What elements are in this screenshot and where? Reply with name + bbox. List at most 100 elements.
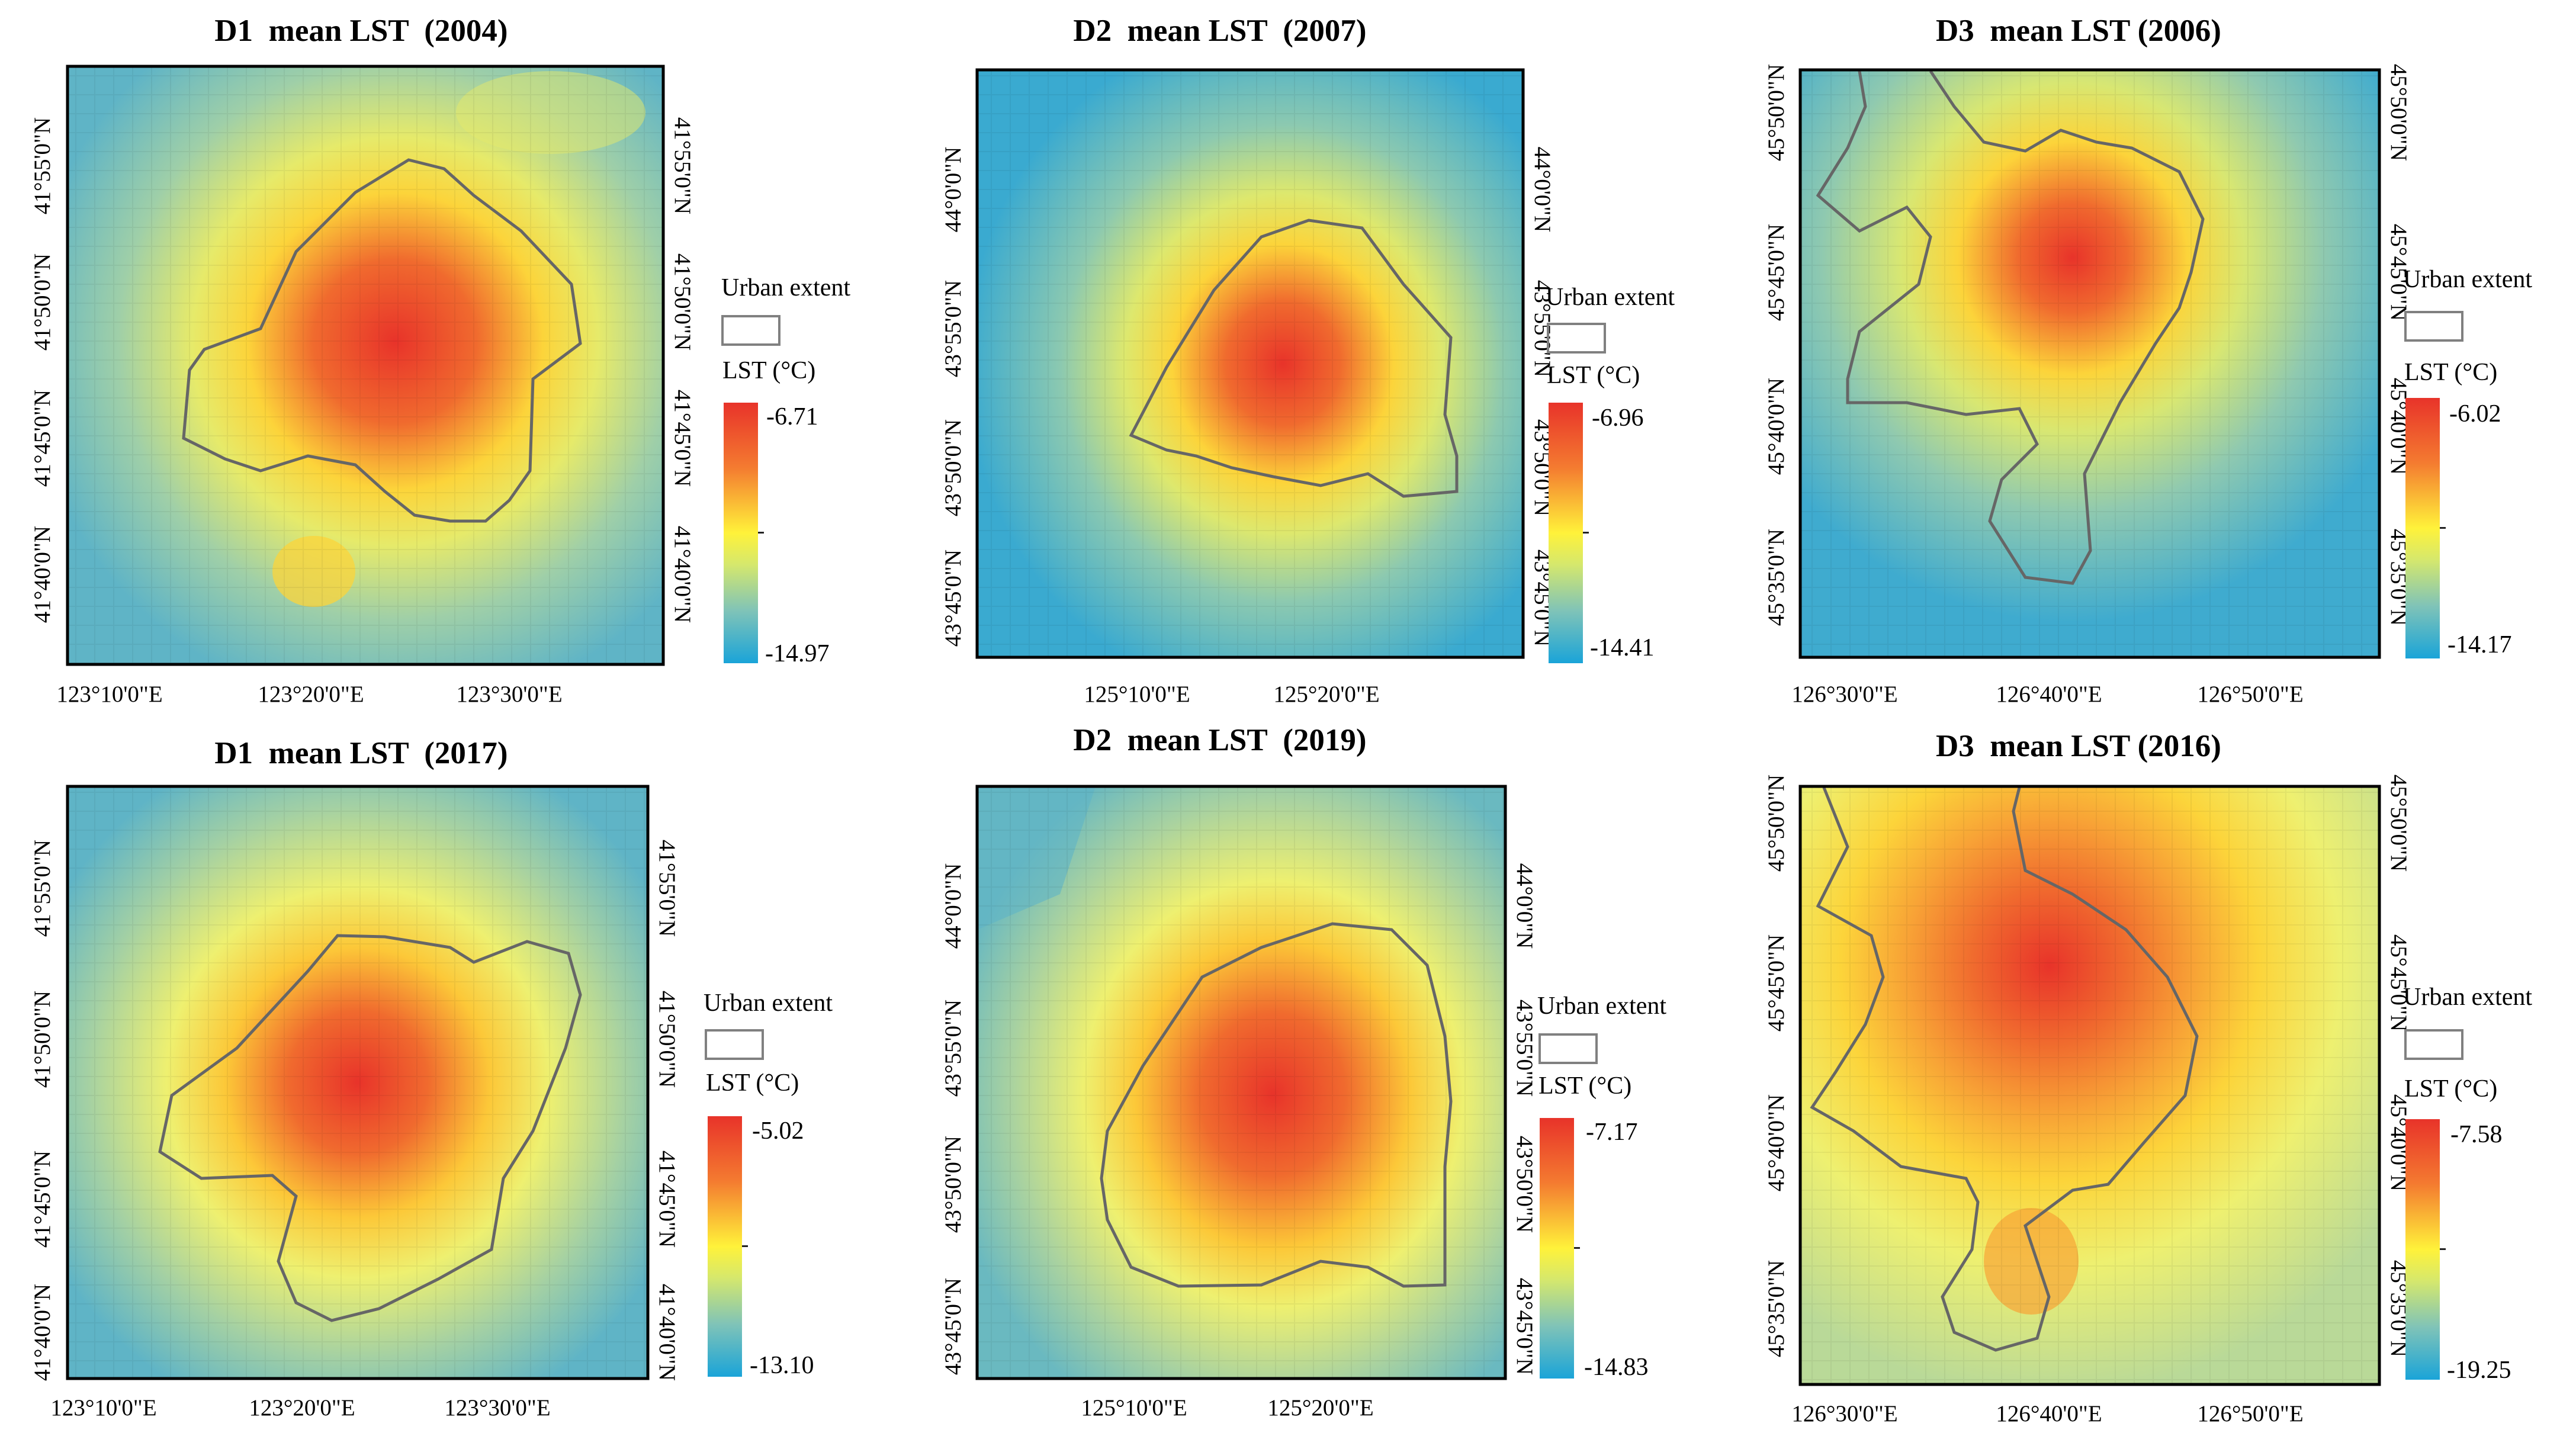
map-d1-2004: 41°55'0"N 41°50'0"N 41°45'0"N 41°40'0"N … <box>30 65 695 707</box>
map-frame <box>1798 785 2381 1386</box>
map-frame <box>975 785 1507 1380</box>
lon-axis: 125°10'0"E 125°20'0"E <box>1081 1395 1373 1421</box>
lst-min-label: -14.83 <box>1584 1354 1649 1381</box>
colorbar <box>2405 1119 2440 1380</box>
lon-tick: 126°30'0"E <box>1791 1401 1897 1426</box>
colorbar <box>708 1116 742 1377</box>
lst-unit-label: LST (°C) <box>2404 1075 2498 1103</box>
lon-tick: 123°10'0"E <box>56 682 162 707</box>
lat-tick: 44°0'0"N <box>940 863 966 949</box>
lst-max-label: -6.71 <box>766 403 818 430</box>
lat-tick: 43°45'0"N <box>1512 1278 1537 1375</box>
lon-tick: 126°30'0"E <box>1791 682 1897 707</box>
lat-tick: 45°35'0"N <box>1764 529 1789 626</box>
lat-tick: 41°45'0"N <box>30 1151 55 1248</box>
map-frame <box>66 785 650 1380</box>
lat-tick: 41°55'0"N <box>654 840 680 937</box>
urban-extent-swatch <box>1547 323 1606 354</box>
lat-tick: 43°50'0"N <box>940 1136 966 1233</box>
map-frame <box>1798 68 2381 659</box>
urban-extent-label: Urban extent <box>1537 992 1667 1020</box>
map-d3-2016: 45°50'0"N 45°45'0"N 45°40'0"N 45°35'0"N … <box>1764 775 2411 1426</box>
urban-extent-swatch <box>2404 311 2463 342</box>
lst-min-label: -19.25 <box>2447 1357 2511 1384</box>
urban-extent-outline <box>1129 219 1459 498</box>
lst-unit-label: LST (°C) <box>722 357 816 384</box>
lat-axis-left: 45°50'0"N 45°45'0"N 45°40'0"N 45°35'0"N <box>1764 64 1789 626</box>
lon-tick: 125°10'0"E <box>1081 1395 1187 1421</box>
lst-max-label: -6.02 <box>2449 400 2501 428</box>
lat-tick: 43°50'0"N <box>1512 1136 1537 1233</box>
colorbar <box>2405 398 2440 658</box>
panel-title: D2 mean LST (2007) <box>1073 14 1367 48</box>
lst-unit-label: LST (°C) <box>1547 362 1640 389</box>
urban-extent-swatch <box>705 1029 764 1060</box>
lat-tick: 41°40'0"N <box>30 1284 55 1381</box>
panel-d2-2019: D2 mean LST (2019) 44°0'0"N 43°55'0"N 43… <box>859 716 1717 1433</box>
lon-tick: 126°40'0"E <box>1996 682 2102 707</box>
panel-d3-2016: D3 mean LST (2016) 45°50'0"N 45°45'0"N 4… <box>1717 716 2576 1433</box>
lon-tick: 123°30'0"E <box>456 682 562 707</box>
lat-axis-right: 41°55'0"N 41°50'0"N 41°45'0"N 41°40'0"N <box>670 117 695 623</box>
urban-extent-swatch <box>1538 1033 1598 1064</box>
map-d3-2006: 45°50'0"N 45°45'0"N 45°40'0"N 45°35'0"N … <box>1764 64 2411 707</box>
lat-tick: 44°0'0"N <box>1530 147 1555 233</box>
lat-axis-left: 45°50'0"N 45°45'0"N 45°40'0"N 45°35'0"N <box>1764 775 1789 1357</box>
panel-title: D1 mean LST (2004) <box>214 14 508 48</box>
urban-extent-swatch <box>2404 1029 2463 1060</box>
lat-tick: 43°55'0"N <box>940 1000 966 1097</box>
map-frame <box>66 65 665 666</box>
lat-tick: 41°50'0"N <box>30 253 55 351</box>
lat-tick: 41°45'0"N <box>654 1151 680 1248</box>
lst-max-label: -6.96 <box>1592 404 1644 432</box>
colorbar <box>724 403 758 663</box>
lst-min-label: -14.41 <box>1590 634 1655 661</box>
lat-tick: 45°45'0"N <box>2386 934 2411 1032</box>
lat-tick: 43°55'0"N <box>1530 280 1555 377</box>
lat-tick: 41°55'0"N <box>30 840 55 937</box>
lat-tick: 44°0'0"N <box>1512 863 1537 949</box>
urban-extent-outline <box>1816 70 2205 585</box>
lat-axis-left: 44°0'0"N 43°55'0"N 43°50'0"N 43°45'0"N <box>940 147 966 647</box>
lat-tick: 43°45'0"N <box>940 550 966 647</box>
panel-title: D2 mean LST (2019) <box>1073 723 1367 757</box>
panel-d2-2007: D2 mean LST (2007) 44°0'0"N 43°55'0"N 43… <box>859 0 1717 716</box>
lat-tick: 41°55'0"N <box>30 117 55 214</box>
urban-extent-label: Urban extent <box>2403 984 2533 1011</box>
lon-tick: 125°20'0"E <box>1273 682 1379 707</box>
urban-extent-outline <box>158 934 582 1322</box>
lat-tick: 41°45'0"N <box>670 390 695 487</box>
panel-d1-2017: D1 mean LST (2017) 41°55'0"N 41°50'0"N 4… <box>0 716 859 1433</box>
lon-tick: 126°40'0"E <box>1996 1401 2102 1426</box>
lat-tick: 41°40'0"N <box>670 526 695 623</box>
lat-axis-left: 41°55'0"N 41°50'0"N 41°45'0"N 41°40'0"N <box>30 840 55 1381</box>
panel-title: D3 mean LST (2006) <box>1936 14 2221 48</box>
lon-axis: 126°30'0"E 126°40'0"E 126°50'0"E <box>1791 1401 2303 1426</box>
lst-unit-label: LST (°C) <box>2404 359 2498 386</box>
colorbar <box>1549 403 1583 663</box>
lat-tick: 45°40'0"N <box>1764 1094 1789 1191</box>
lon-tick: 126°50'0"E <box>2197 682 2303 707</box>
lat-tick: 45°40'0"N <box>1764 378 1789 475</box>
lat-tick: 43°55'0"N <box>940 280 966 377</box>
map-d2-2019: 44°0'0"N 43°55'0"N 43°50'0"N 43°45'0"N 4… <box>940 785 1537 1421</box>
colorbar <box>1540 1118 1574 1379</box>
lat-tick: 44°0'0"N <box>940 147 966 233</box>
lst-unit-label: LST (°C) <box>706 1069 799 1097</box>
urban-extent-label: Urban extent <box>2403 266 2533 293</box>
panel-d1-2004: D1 mean LST (2004) 41°55'0"N 41°50 <box>0 0 859 716</box>
lst-max-label: -7.17 <box>1586 1119 1638 1146</box>
urban-extent-label: Urban extent <box>721 274 851 301</box>
lat-tick: 43°55'0"N <box>1512 1000 1537 1097</box>
lat-axis-left: 41°55'0"N 41°50'0"N 41°45'0"N 41°40'0"N <box>30 117 55 623</box>
lon-tick: 125°10'0"E <box>1084 682 1190 707</box>
lon-axis: 126°30'0"E 126°40'0"E 126°50'0"E <box>1791 682 2303 707</box>
lat-tick: 41°40'0"N <box>30 526 55 623</box>
lat-tick: 41°50'0"N <box>30 991 55 1088</box>
lst-min-label: -14.17 <box>2447 631 2512 658</box>
lon-axis: 123°10'0"E 123°20'0"E 123°30'0"E <box>50 1395 550 1421</box>
lat-tick: 41°45'0"N <box>30 390 55 487</box>
urban-extent-label: Urban extent <box>1546 284 1675 311</box>
lat-tick: 43°45'0"N <box>940 1278 966 1375</box>
